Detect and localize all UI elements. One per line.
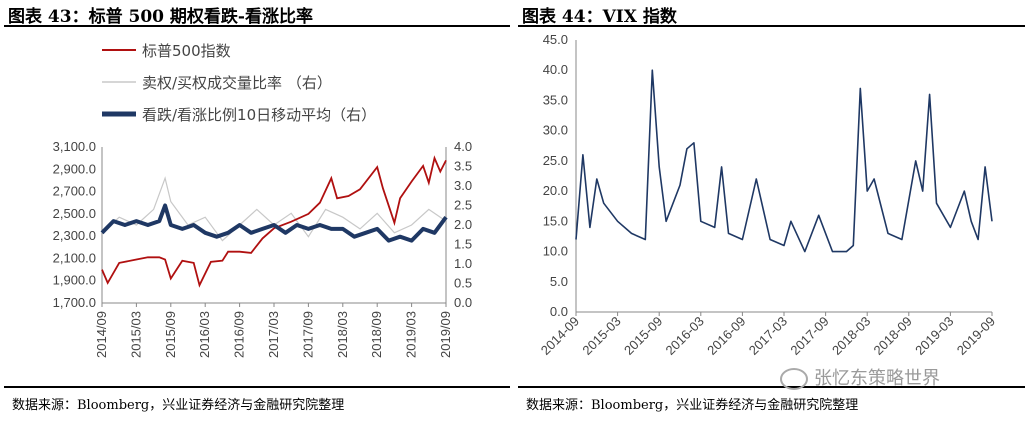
x-tick-label: 2018/03 xyxy=(335,311,350,358)
left-chart-title: 图表 43：标普 500 期权看跌-看涨比率 xyxy=(8,7,313,27)
right-y-tick-label: 1.5 xyxy=(454,237,472,252)
x-tick-label: 2017/09 xyxy=(300,311,315,358)
x-tick-label: 2016-03 xyxy=(663,314,707,358)
right-y-tick-label: 2.0 xyxy=(454,217,472,232)
right-source-rule xyxy=(518,386,1025,388)
left-y-tick-label: 1,900.0 xyxy=(53,273,96,288)
watermark: 张忆东策略世界 xyxy=(780,364,940,390)
right-chart-panel: 图表 44：VIX 指数 0.0 5.0 10.0 15.0 20.0 25.0 30.0 3… xyxy=(514,0,1029,423)
legend-label: 卖权/买权成交量比率 （右） xyxy=(142,74,332,92)
left-y-tick-label: 3,100.0 xyxy=(53,139,96,154)
series-sp500-line xyxy=(101,155,447,288)
series-vix-line xyxy=(575,69,993,253)
series-ma10-line xyxy=(100,203,448,243)
left-y-tick-label: 2,300.0 xyxy=(53,228,96,243)
left-source-rule xyxy=(4,386,510,388)
x-tick-label: 2016/09 xyxy=(232,311,247,358)
right-chart-title: 图表 44：VIX 指数 xyxy=(522,7,677,27)
left-source-note: 数据来源：Bloomberg，兴业证券经济与金融研究院整理 xyxy=(12,398,345,413)
y-tick-label: 45.0 xyxy=(543,32,568,47)
x-tick-label: 2018/09 xyxy=(369,311,384,358)
right-y-tick-label: 4.0 xyxy=(454,139,472,154)
legend-label: 看跌/看涨比例10日移动平均（右） xyxy=(142,106,376,124)
x-tick-label: 2015/03 xyxy=(128,311,143,358)
series-volume-ratio-line xyxy=(101,176,447,242)
y-tick-label: 40.0 xyxy=(543,62,568,77)
right-chart-svg: 0.0 5.0 10.0 15.0 20.0 25.0 30.0 35.0 40.0 45.0 20… xyxy=(538,32,998,358)
y-tick-label: 15.0 xyxy=(543,213,568,228)
legend-label: 标普500指数 xyxy=(142,42,231,60)
x-tick-label: 2018-09 xyxy=(871,314,915,358)
right-y-tick-label: 3.5 xyxy=(454,159,472,174)
right-title-rule xyxy=(518,25,1025,27)
watermark-text: 张忆东策略世界 xyxy=(814,368,940,389)
y-tick-label: 20.0 xyxy=(543,183,568,198)
x-tick-label: 2018-03 xyxy=(829,314,873,358)
x-tick-label: 2014/09 xyxy=(94,311,109,358)
y-tick-label: 0.0 xyxy=(550,304,568,319)
x-tick-label: 2015-09 xyxy=(621,314,665,358)
x-tick-label: 2015-03 xyxy=(579,314,623,358)
left-y-tick-label: 2,900.0 xyxy=(53,161,96,176)
left-chart-panel: 图表 43：标普 500 期权看跌-看涨比率 1,700.0 1,900.0 2,1… xyxy=(0,0,514,423)
right-y-tick-label: 3.0 xyxy=(454,178,472,193)
x-tick-label: 2019-03 xyxy=(912,314,956,358)
right-y-tick-label: 2.5 xyxy=(454,198,472,213)
x-tick-label: 2016-09 xyxy=(704,314,748,358)
left-y-tick-label: 2,700.0 xyxy=(53,184,96,199)
left-y-tick-label: 2,500.0 xyxy=(53,206,96,221)
x-tick-label: 2017-03 xyxy=(746,314,790,358)
y-tick-label: 25.0 xyxy=(543,153,568,168)
wechat-icon xyxy=(780,368,808,390)
x-tick-label: 2017/03 xyxy=(266,311,281,358)
left-chart-svg: 1,700.0 1,900.0 2,100.0 2,300.0 2,500.0 2,700… xyxy=(53,42,472,358)
left-y-tick-label: 1,700.0 xyxy=(53,295,96,310)
right-source-note: 数据来源：Bloomberg，兴业证券经济与金融研究院整理 xyxy=(526,398,859,413)
left-title-rule xyxy=(4,25,510,27)
x-tick-label: 2017-09 xyxy=(787,314,831,358)
x-tick-label: 2019/03 xyxy=(404,311,419,358)
y-tick-label: 5.0 xyxy=(550,274,568,289)
x-tick-label: 2015/09 xyxy=(163,311,178,358)
right-y-tick-label: 1.0 xyxy=(454,256,472,271)
x-tick-label: 2014-09 xyxy=(538,314,582,358)
right-y-tick-label: 0.0 xyxy=(454,295,472,310)
left-y-tick-label: 2,100.0 xyxy=(53,250,96,265)
x-tick-label: 2016/03 xyxy=(197,311,212,358)
x-tick-label: 2019/09 xyxy=(438,311,453,358)
y-tick-label: 35.0 xyxy=(543,92,568,107)
y-tick-label: 10.0 xyxy=(543,244,568,259)
right-y-tick-label: 0.5 xyxy=(454,276,472,291)
y-tick-label: 30.0 xyxy=(543,123,568,138)
x-tick-label: 2019-09 xyxy=(954,314,998,358)
